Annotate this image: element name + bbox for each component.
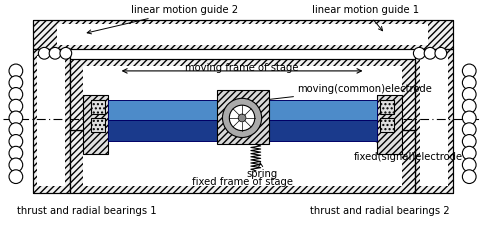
Circle shape <box>462 88 475 101</box>
Bar <box>32 49 70 193</box>
Bar <box>91 118 105 132</box>
Text: fixed frame of stage: fixed frame of stage <box>191 177 292 187</box>
Circle shape <box>462 158 475 172</box>
Circle shape <box>9 99 22 113</box>
Circle shape <box>39 47 50 59</box>
Bar <box>414 49 452 193</box>
Text: linear motion guide 2: linear motion guide 2 <box>87 5 237 34</box>
Bar <box>414 49 452 193</box>
Bar <box>70 130 414 193</box>
Bar <box>70 130 414 193</box>
Text: spring: spring <box>245 163 277 179</box>
Bar <box>70 59 414 130</box>
Circle shape <box>9 111 22 125</box>
Circle shape <box>462 76 475 89</box>
Circle shape <box>462 170 475 183</box>
Circle shape <box>9 146 22 160</box>
Bar <box>91 118 105 132</box>
Circle shape <box>222 98 261 138</box>
Circle shape <box>238 114 245 122</box>
Bar <box>91 100 105 114</box>
Bar <box>108 100 376 120</box>
Bar <box>83 95 108 154</box>
Circle shape <box>60 47 72 59</box>
Circle shape <box>412 47 424 59</box>
Bar <box>83 95 108 154</box>
Circle shape <box>9 88 22 101</box>
Circle shape <box>462 146 475 160</box>
Circle shape <box>9 123 22 136</box>
Bar <box>379 100 393 114</box>
Bar <box>32 20 452 49</box>
Circle shape <box>462 111 475 125</box>
Bar <box>70 59 414 130</box>
Bar <box>57 24 427 45</box>
Text: thrust and radial bearings 1: thrust and radial bearings 1 <box>17 206 156 216</box>
Bar <box>91 100 105 114</box>
Bar <box>32 49 70 193</box>
Circle shape <box>462 99 475 113</box>
Circle shape <box>229 105 254 131</box>
Circle shape <box>9 158 22 172</box>
Circle shape <box>9 170 22 183</box>
Bar <box>32 20 452 49</box>
Bar <box>38 56 65 186</box>
Bar <box>83 66 401 123</box>
Circle shape <box>9 64 22 78</box>
Bar <box>379 118 393 132</box>
Text: moving(common)electrode: moving(common)electrode <box>222 84 431 106</box>
Circle shape <box>423 47 435 59</box>
Circle shape <box>49 47 61 59</box>
Text: linear motion guide 1: linear motion guide 1 <box>311 5 418 31</box>
Bar <box>379 118 393 132</box>
Text: moving frame of stage: moving frame of stage <box>185 63 298 73</box>
Bar <box>216 91 268 144</box>
Circle shape <box>462 123 475 136</box>
Bar <box>379 100 393 114</box>
Bar <box>32 49 70 193</box>
Circle shape <box>434 47 446 59</box>
Circle shape <box>462 135 475 148</box>
Bar <box>414 49 452 193</box>
Circle shape <box>462 64 475 78</box>
Bar <box>376 95 401 154</box>
Bar <box>216 91 268 144</box>
Bar <box>32 20 452 49</box>
Bar <box>83 136 401 186</box>
Bar <box>419 56 447 186</box>
Circle shape <box>9 135 22 148</box>
Bar <box>108 120 376 141</box>
Bar <box>70 130 414 193</box>
Text: thrust and radial bearings 2: thrust and radial bearings 2 <box>310 206 449 216</box>
Bar <box>70 59 414 130</box>
Text: fixed(signal)electrode: fixed(signal)electrode <box>353 131 462 162</box>
Bar <box>376 95 401 154</box>
Circle shape <box>9 76 22 89</box>
